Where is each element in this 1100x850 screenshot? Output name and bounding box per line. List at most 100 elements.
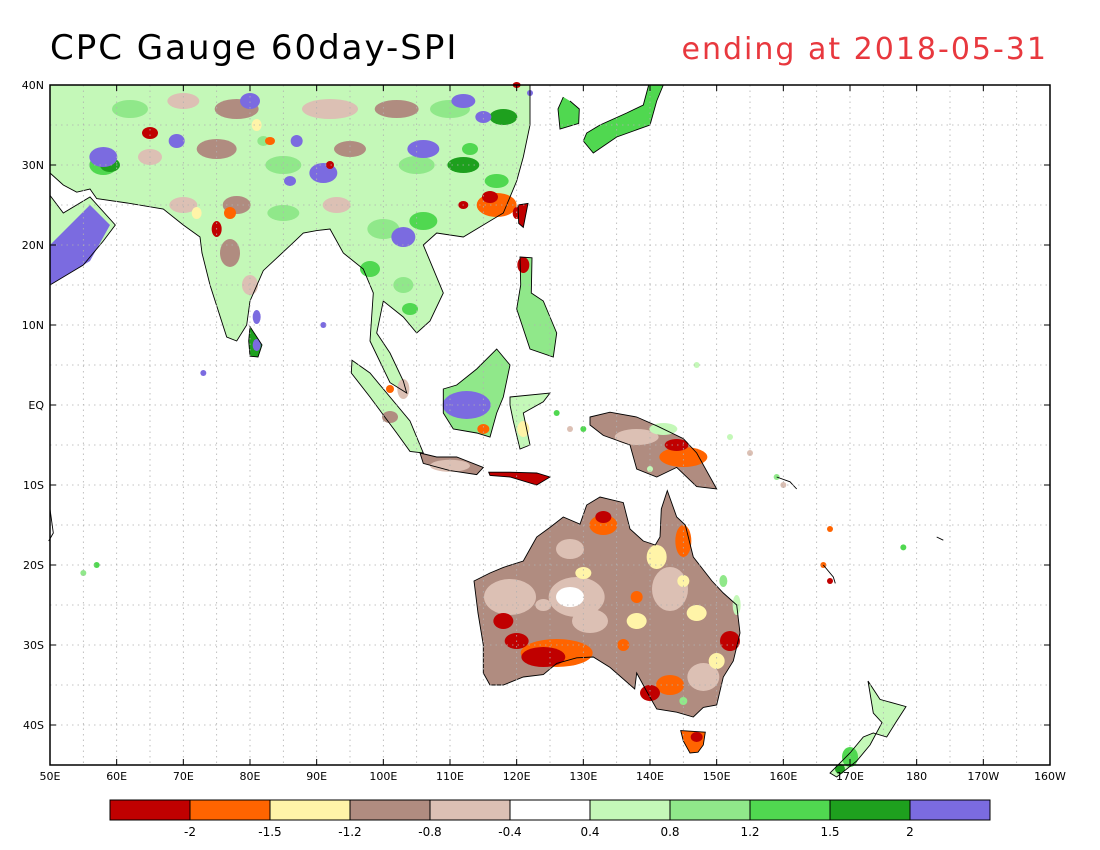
latitude-tick-label: 40N (22, 79, 44, 92)
korea-coastline (557, 96, 580, 130)
colorbar-label: -2 (184, 825, 196, 839)
taiwan-coastline (517, 202, 529, 229)
asia-spi-patch (489, 109, 518, 125)
colorbar-swatch (429, 799, 511, 821)
colorbar-label: -0.4 (498, 825, 521, 839)
new-guinea-coastline (589, 411, 718, 490)
island-patch (747, 450, 753, 456)
sumatra-dry-area (386, 385, 394, 393)
colorbar-swatch (189, 799, 271, 821)
australia-spi-patch (630, 591, 643, 603)
colorbar-label: 1.2 (740, 825, 759, 839)
island-patch (533, 474, 540, 480)
australia-spi-patch (521, 647, 566, 667)
latitude-tick-label: 30S (23, 639, 44, 652)
arabia-coastline (49, 195, 116, 286)
asia-dry-area (191, 207, 202, 219)
borneo-coastline (442, 348, 511, 438)
longitude-tick-label: 140E (636, 770, 664, 783)
asia-spi-patch (462, 143, 478, 155)
longitude-tick-label: 60E (106, 770, 127, 783)
taiwan-shading (518, 203, 528, 228)
fiji-coastline (936, 536, 944, 541)
colorbar: -2 -1.5 -1.2 -0.8 -0.4 0.4 0.8 1.2 1.5 2 (109, 799, 991, 839)
asia-spi-patch (220, 239, 240, 267)
new-guinea-patch (614, 429, 659, 445)
longitude-tick-label: 130E (569, 770, 597, 783)
colorbar-swatch (829, 799, 911, 821)
longitude-tick-label: 160E (769, 770, 797, 783)
longitude-tick-label: 70E (173, 770, 194, 783)
longitude-tick-label: 120E (503, 770, 531, 783)
sumatra-patch (397, 379, 410, 399)
asia-spi-patch (409, 212, 438, 230)
gridline-layer (50, 85, 1050, 765)
asia-spi-patch (265, 156, 302, 174)
australia-spi-patch (646, 545, 667, 569)
map-frame (49, 84, 1051, 766)
colorbar-swatch (909, 799, 991, 821)
longitude-tick-label: 80E (240, 770, 261, 783)
island-patch (727, 434, 733, 440)
arabia-wet-region (50, 205, 110, 285)
tasmania-dry-area (690, 732, 703, 742)
colorbar-swatch (589, 799, 671, 821)
island-patch (80, 570, 87, 576)
australia-spi-patch (556, 539, 584, 559)
asia-spi-patch (167, 93, 200, 109)
latitude-tick-label: 20N (22, 239, 44, 252)
asia-wet-area (451, 94, 476, 108)
colorbar-swatch (749, 799, 831, 821)
island-patch (200, 370, 207, 376)
australia-spi-patch (595, 511, 612, 523)
asia-dry-area (251, 119, 262, 131)
island-patch (693, 362, 700, 368)
australia-spi-patch (719, 575, 728, 587)
longitude-tick-label: 160W (1034, 770, 1066, 783)
australia-spi-patch (720, 631, 740, 651)
asia-spi-patch (398, 156, 435, 174)
australia-spi-patch (535, 599, 552, 611)
australia-spi-patch (575, 567, 592, 579)
australia-spi-patch (556, 587, 584, 607)
australia-spi-patch (656, 675, 684, 695)
asia-wet-area (475, 111, 492, 123)
longitude-tick-label: 90E (306, 770, 327, 783)
asia-wet-area (407, 140, 440, 158)
latitude-tick-label: 40S (23, 719, 44, 732)
srilanka-coastline (248, 325, 263, 358)
asia-spi-patch (112, 100, 148, 118)
asia-wet-area (290, 135, 303, 147)
australia-spi-patch (572, 609, 608, 633)
asia-wet-area (284, 176, 296, 186)
colorbar-label: -1.2 (338, 825, 361, 839)
java-coastline (419, 452, 485, 476)
island-patch (900, 544, 907, 551)
colorbar-label: 2 (906, 825, 914, 839)
map-title: CPC Gauge 60day-SPI (50, 28, 459, 68)
longitude-tick-label: 170E (836, 770, 864, 783)
colorbar-swatch (109, 799, 191, 821)
sumatra-shading (351, 360, 424, 453)
australia-spi-patch (708, 653, 725, 669)
latitude-tick-label: EQ (28, 399, 44, 412)
australia-spi-patch (686, 605, 707, 621)
asia-spi-patch (302, 99, 358, 119)
philippines-coastline (516, 256, 558, 358)
island-patch (567, 426, 573, 432)
australia-spi-patch (652, 567, 688, 611)
japan-shading (583, 85, 664, 153)
island-patch (647, 466, 653, 472)
srilanka-wet-area (252, 339, 261, 351)
australia-spi-patch (640, 685, 660, 701)
asia-dry-area (224, 207, 236, 219)
asia-wet-area (252, 310, 261, 324)
borneo-wet-area (442, 391, 491, 419)
colorbar-label: -1.5 (258, 825, 281, 839)
asia-spi-patch (334, 141, 366, 157)
lesser-sunda-coastline (488, 471, 552, 486)
asia-spi-patch (374, 100, 419, 118)
asia-wet-area (391, 227, 416, 247)
sumatra-patch (382, 411, 398, 423)
